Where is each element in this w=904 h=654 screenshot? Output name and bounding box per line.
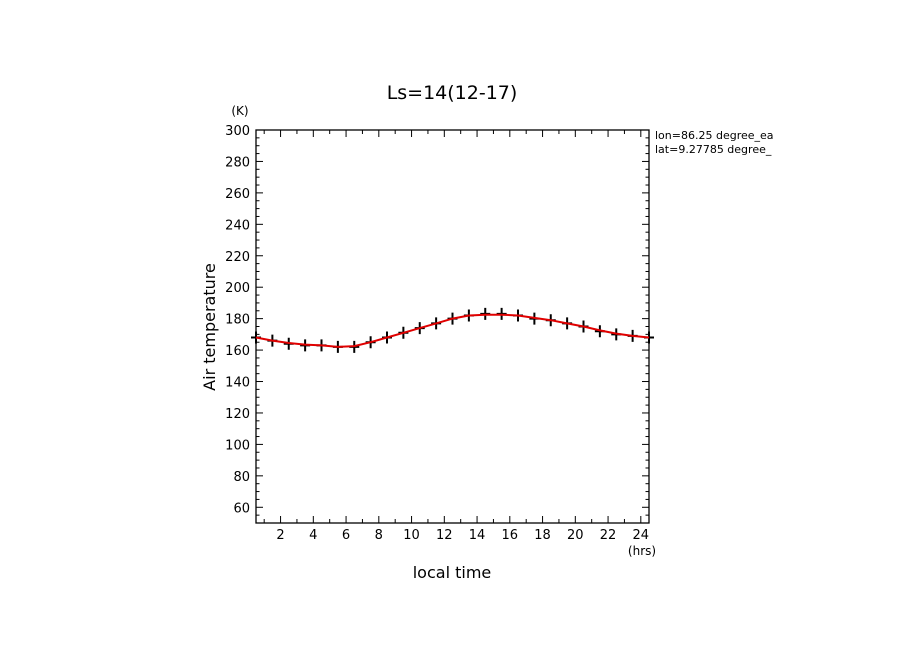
chart-title: Ls=14(12-17) bbox=[387, 82, 518, 104]
y-tick-label: 200 bbox=[225, 281, 250, 296]
y-tick-label: 280 bbox=[225, 155, 250, 170]
y-tick-label: 100 bbox=[225, 438, 250, 453]
x-tick-label: 2 bbox=[276, 528, 284, 543]
annotation-lat: lat=9.27785 degree_ bbox=[655, 143, 772, 156]
y-tick-label: 260 bbox=[225, 187, 250, 202]
y-tick-label: 300 bbox=[225, 124, 250, 139]
x-tick-label: 12 bbox=[436, 528, 453, 543]
annotation-lon: lon=86.25 degree_ea bbox=[655, 129, 774, 142]
x-tick-label: 20 bbox=[567, 528, 584, 543]
x-tick-label: 4 bbox=[309, 528, 317, 543]
x-tick-label: 6 bbox=[342, 528, 350, 543]
y-tick-label: 80 bbox=[233, 470, 250, 485]
y-tick-label: 120 bbox=[225, 407, 250, 422]
y-axis-title: Air temperature bbox=[200, 263, 219, 391]
x-axis-title: local time bbox=[413, 563, 492, 582]
annotation-clip bbox=[780, 125, 904, 160]
y-axis-unit: (K) bbox=[231, 104, 248, 118]
x-tick-label: 16 bbox=[502, 528, 519, 543]
x-axis-unit: (hrs) bbox=[628, 544, 656, 558]
plot-area: 2 4 6 8 10 12 14 16 18 20 22 2460801001201401601802… bbox=[225, 124, 654, 543]
x-tick-label: 22 bbox=[600, 528, 617, 543]
y-tick-label: 240 bbox=[225, 218, 250, 233]
x-tick-label: 24 bbox=[633, 528, 650, 543]
x-tick-label: 8 bbox=[375, 528, 383, 543]
y-tick-label: 140 bbox=[225, 376, 250, 391]
plot-frame bbox=[255, 129, 650, 524]
y-tick-label: 60 bbox=[233, 501, 250, 516]
y-tick-label: 180 bbox=[225, 313, 250, 328]
series-line bbox=[255, 313, 650, 348]
y-tick-label: 160 bbox=[225, 344, 250, 359]
y-tick-label: 220 bbox=[225, 250, 250, 265]
x-tick-label: 10 bbox=[403, 528, 420, 543]
x-tick-label: 18 bbox=[534, 528, 551, 543]
x-tick-label: 14 bbox=[469, 528, 486, 543]
